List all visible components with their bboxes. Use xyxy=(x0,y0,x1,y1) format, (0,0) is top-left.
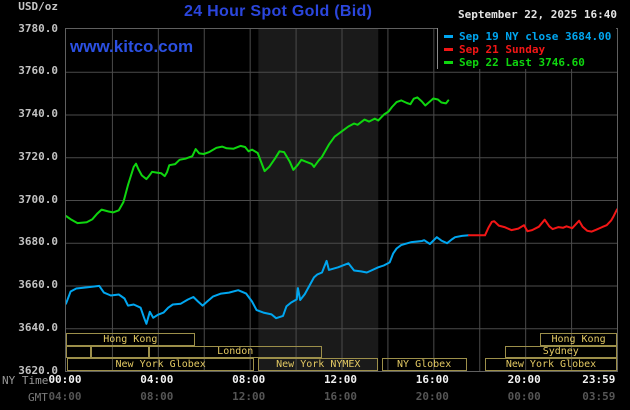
session-label: Sydney xyxy=(542,346,579,358)
gmt-tick-label: 16:00 xyxy=(323,390,358,403)
kitco-watermark: www.kitco.com xyxy=(70,37,194,56)
ny-tick-label: 04:00 xyxy=(140,373,174,386)
ny-time-axis-label: NY Time xyxy=(2,374,49,387)
session-label: London xyxy=(217,346,254,358)
y-tick-label: 3640.0 xyxy=(18,320,58,334)
session-ny-globex: NY Globex xyxy=(381,358,467,371)
plot-area: www.kitco.com Hong Kong Hong Kong London Sy… xyxy=(65,28,618,372)
gmt-tick-label: 08:00 xyxy=(140,390,174,403)
legend-dash-icon xyxy=(444,35,453,38)
chart-canvas xyxy=(66,29,617,371)
legend-label: Sep 22 Last 3746.60 xyxy=(459,56,585,69)
session-label: New York Globex xyxy=(505,358,597,370)
y-tick-label: 3740.0 xyxy=(18,107,58,120)
session-new-york-globex: New York Globex xyxy=(67,358,255,371)
session-hong-kong: Hong Kong xyxy=(540,333,617,346)
legend-label: Sep 19 NY close 3684.00 xyxy=(459,30,612,43)
ny-tick-label: 00:00 xyxy=(48,373,82,386)
legend-dash-icon xyxy=(444,61,453,64)
gmt-axis-label: GMT xyxy=(28,391,48,404)
gmt-tick-label: 03:59 xyxy=(582,390,616,403)
series-sep-21-sunday xyxy=(467,208,617,237)
ny-tick-label: 23:59 xyxy=(582,373,616,386)
ny-tick-label: 12:00 xyxy=(323,373,358,386)
series-sep-22-last xyxy=(66,96,450,225)
y-tick-label: 3620.0 xyxy=(18,363,58,377)
y-tick-label: 3720.0 xyxy=(18,149,58,163)
gmt-tick-label: 00:00 xyxy=(507,390,541,403)
gmt-tick-label: 12:00 xyxy=(232,390,266,403)
y-tick-label: 3660.0 xyxy=(18,278,58,291)
legend-label: Sep 21 Sunday xyxy=(459,43,546,56)
session-new-york-nymex: New York NYMEX xyxy=(258,358,379,371)
chart-title: 24 Hour Spot Gold (Bid) xyxy=(184,3,373,20)
unit-label: USD/oz xyxy=(18,0,58,13)
legend-entry: Sep 22 Last 3746.60 xyxy=(444,56,616,69)
session-label: New York NYMEX xyxy=(276,358,361,370)
session-sydney: Sydney xyxy=(504,345,617,358)
ny-tick-label: 16:00 xyxy=(415,373,449,386)
session-label: Hong Kong xyxy=(103,333,158,345)
session-hong-kong: Hong Kong xyxy=(66,333,195,346)
y-tick-label: 3760.0 xyxy=(18,64,58,78)
ny-tick-label: 08:00 xyxy=(232,373,266,386)
ny-tick-label: 20:00 xyxy=(507,373,541,386)
session-label: New York Globex xyxy=(115,358,206,370)
legend-entry: Sep 19 NY close 3684.00 xyxy=(444,30,616,43)
y-tick-label: 3680.0 xyxy=(18,235,58,249)
gmt-tick-label: 20:00 xyxy=(415,390,449,403)
session-unlabeled xyxy=(66,345,92,358)
session-london: London xyxy=(148,345,322,358)
datetime-label: September 22, 2025 16:40 xyxy=(458,8,617,21)
session-label: NY Globex xyxy=(397,358,452,370)
y-tick-label: 3700.0 xyxy=(18,192,58,206)
gmt-tick-label: 04:00 xyxy=(48,390,82,403)
legend: Sep 19 NY close 3684.00 Sep 21 Sunday Sep … xyxy=(437,28,616,69)
series-sep-19-ny-close xyxy=(66,234,470,325)
legend-dash-icon xyxy=(444,48,453,51)
session-label: Hong Kong xyxy=(551,333,606,345)
y-tick-label: 3780.0 xyxy=(18,21,58,35)
legend-entry: Sep 21 Sunday xyxy=(444,43,616,56)
session-new-york-globex: New York Globex xyxy=(485,358,617,371)
session-unlabeled xyxy=(91,345,149,358)
